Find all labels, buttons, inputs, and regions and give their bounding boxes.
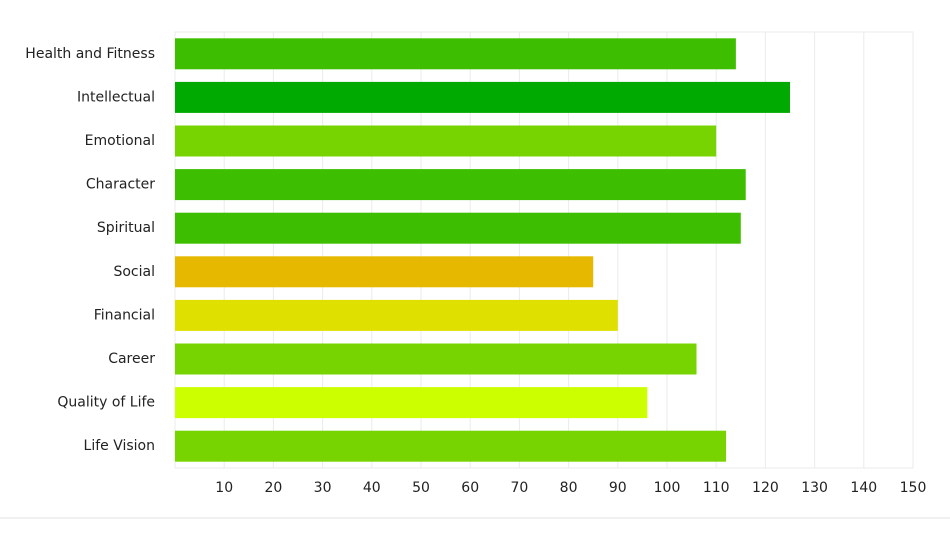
y-tick-label: Character <box>86 177 155 193</box>
x-tick-label: 40 <box>363 480 381 496</box>
y-tick-label: Financial <box>94 307 155 323</box>
y-tick-label: Emotional <box>85 133 155 149</box>
x-tick-label: 90 <box>609 480 627 496</box>
x-tick-label: 70 <box>510 480 528 496</box>
bar <box>175 387 648 419</box>
y-tick-label: Spiritual <box>97 220 155 236</box>
bar <box>175 169 746 201</box>
y-tick-label: Career <box>108 351 155 367</box>
y-tick-label: Intellectual <box>77 89 155 105</box>
bar <box>175 430 727 462</box>
bar <box>175 343 697 375</box>
x-tick-label: 100 <box>654 480 681 496</box>
x-tick-label: 30 <box>314 480 332 496</box>
x-tick-label: 150 <box>900 480 927 496</box>
bar <box>175 38 736 70</box>
x-tick-label: 120 <box>752 480 779 496</box>
bar <box>175 125 717 157</box>
x-tick-label: 80 <box>560 480 578 496</box>
bar <box>175 256 594 288</box>
y-tick-label: Social <box>113 264 155 280</box>
y-tick-label: Life Vision <box>84 438 155 454</box>
x-tick-label: 10 <box>215 480 233 496</box>
y-tick-label: Quality of Life <box>57 395 155 411</box>
x-tick-label: 60 <box>461 480 479 496</box>
x-tick-label: 20 <box>264 480 282 496</box>
y-tick-label: Health and Fitness <box>25 46 155 62</box>
bar <box>175 81 790 113</box>
x-tick-label: 50 <box>412 480 430 496</box>
x-tick-label: 110 <box>703 480 730 496</box>
x-tick-label: 130 <box>801 480 828 496</box>
bar <box>175 212 741 244</box>
x-tick-label: 140 <box>850 480 877 496</box>
bar <box>175 299 618 331</box>
